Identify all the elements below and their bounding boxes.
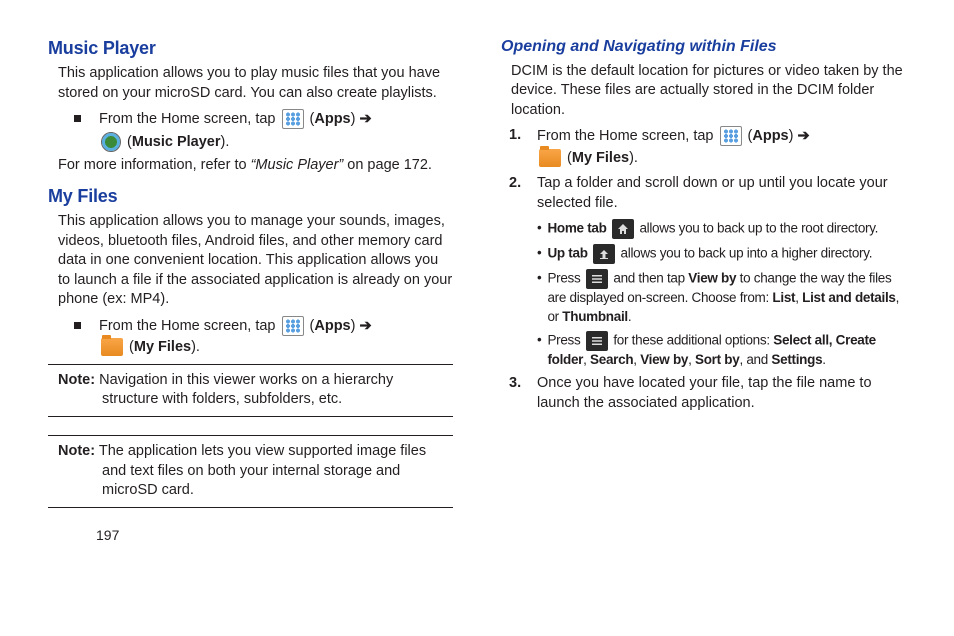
apps-icon: [720, 126, 742, 146]
music-description: This application allows you to play musi…: [58, 64, 453, 103]
step-2-body: Tap a folder and scroll down or up until…: [537, 174, 906, 213]
manual-page: Music Player This application allows you…: [48, 36, 906, 616]
note-2: Note: The application lets you view supp…: [48, 442, 453, 501]
apps-icon: [282, 316, 304, 336]
note-text: Navigation in this viewer works on a hie…: [99, 372, 393, 408]
square-bullet-icon: [74, 322, 81, 329]
text-fragment: and then tap: [613, 271, 688, 286]
option-list-details: List and details: [802, 290, 895, 305]
divider: [48, 435, 453, 436]
option-thumbnail: Thumbnail: [562, 309, 628, 324]
apps-label: Apps: [314, 111, 350, 127]
note-label: Note:: [58, 372, 95, 388]
apps-icon: [282, 109, 304, 129]
myfiles-description: This application allows you to manage yo…: [58, 212, 453, 310]
step-3: 3. Once you have located your file, tap …: [509, 374, 906, 413]
sub-home-tab: • Home tab allows you to back up to the …: [537, 219, 906, 239]
music-player-label: Music Player: [132, 134, 221, 150]
up-tab-label: Up tab: [547, 246, 587, 261]
option-search: Search: [590, 352, 633, 367]
note-text: The application lets you view supported …: [99, 443, 426, 498]
bullet-dot-icon: •: [537, 219, 541, 239]
heading-music-player: Music Player: [48, 36, 453, 60]
home-tab-icon: [612, 219, 634, 239]
music-reference: For more information, refer to “Music Pl…: [58, 156, 453, 176]
divider: [48, 507, 453, 508]
text-fragment: From the Home screen, tap: [99, 111, 280, 127]
square-bullet-icon: [74, 115, 81, 122]
step-number: 3.: [509, 374, 537, 413]
sub-more-options: • Press for these additional options: Se…: [537, 331, 906, 369]
step-3-body: Once you have located your file, tap the…: [537, 374, 906, 413]
heading-opening-navigating: Opening and Navigating within Files: [501, 36, 906, 58]
option-list: List: [772, 290, 795, 305]
arrow-icon: ➔: [797, 128, 809, 144]
ref-title: “Music Player”: [251, 157, 344, 173]
text-fragment: for these additional options:: [613, 332, 773, 347]
apps-label: Apps: [314, 318, 350, 334]
text-fragment: Press: [547, 271, 583, 286]
music-instruction: From the Home screen, tap (Apps) ➔ (Musi…: [74, 109, 453, 152]
step-number: 2.: [509, 174, 537, 213]
bullet-dot-icon: •: [537, 331, 541, 369]
myfiles-instruction-text: From the Home screen, tap (Apps) ➔ (My F…: [99, 316, 453, 358]
apps-label: Apps: [752, 128, 788, 144]
text-fragment: Press: [547, 332, 583, 347]
left-column: Music Player This application allows you…: [48, 36, 453, 616]
right-column: Opening and Navigating within Files DCIM…: [501, 36, 906, 616]
my-files-icon: [539, 149, 561, 167]
opening-description: DCIM is the default location for picture…: [511, 62, 906, 121]
text-fragment: allows you to back up into a higher dire…: [621, 246, 873, 261]
option-settings: Settings: [771, 352, 822, 367]
text-fragment: on page 172.: [343, 157, 432, 173]
divider: [48, 416, 453, 417]
step-1: 1. From the Home screen, tap (Apps) ➔ (M…: [509, 126, 906, 168]
option-sortby: Sort by: [695, 352, 739, 367]
note-label: Note:: [58, 443, 95, 459]
my-files-label: My Files: [572, 150, 629, 166]
menu-icon: [586, 331, 608, 351]
home-tab-label: Home tab: [547, 221, 606, 236]
bullet-dot-icon: •: [537, 269, 541, 325]
my-files-label: My Files: [134, 339, 191, 355]
view-by-label: View by: [688, 271, 736, 286]
bullet-dot-icon: •: [537, 244, 541, 264]
sub-view-by: • Press and then tap View by to change t…: [537, 269, 906, 325]
myfiles-instruction: From the Home screen, tap (Apps) ➔ (My F…: [74, 316, 453, 358]
arrow-icon: ➔: [359, 318, 371, 334]
text-fragment: For more information, refer to: [58, 157, 251, 173]
step-2: 2. Tap a folder and scroll down or up un…: [509, 174, 906, 213]
page-number: 197: [96, 526, 453, 545]
note-1: Note: Navigation in this viewer works on…: [48, 371, 453, 410]
menu-icon: [586, 269, 608, 289]
up-tab-icon: [593, 244, 615, 264]
text-fragment: From the Home screen, tap: [537, 128, 718, 144]
heading-my-files: My Files: [48, 184, 453, 208]
step-1-body: From the Home screen, tap (Apps) ➔ (My F…: [537, 126, 906, 168]
arrow-icon: ➔: [359, 111, 371, 127]
step-number: 1.: [509, 126, 537, 168]
divider: [48, 364, 453, 365]
text-fragment: From the Home screen, tap: [99, 318, 280, 334]
text-fragment: allows you to back up to the root direct…: [639, 221, 878, 236]
my-files-icon: [101, 338, 123, 356]
sub-up-tab: • Up tab allows you to back up into a hi…: [537, 244, 906, 264]
music-instruction-text: From the Home screen, tap (Apps) ➔ (Musi…: [99, 109, 453, 152]
option-viewby: View by: [640, 352, 688, 367]
music-player-icon: [101, 132, 121, 152]
